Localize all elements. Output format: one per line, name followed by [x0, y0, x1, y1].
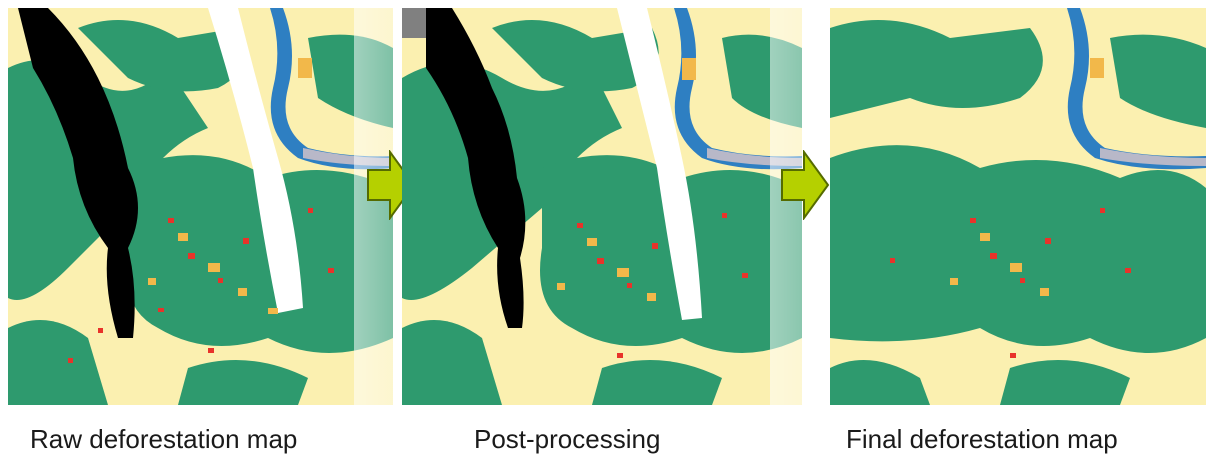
right-arrow-icon	[780, 148, 830, 222]
raw-deforestation-map	[8, 8, 393, 405]
post-processing-panel	[402, 8, 802, 405]
transition-strip	[770, 8, 830, 405]
final-map-label: Final deforestation map	[846, 424, 1118, 454]
post-processing-label: Post-processing	[474, 424, 661, 454]
final-deforestation-map	[830, 8, 1206, 405]
raw-map-panel	[8, 8, 393, 405]
post-processing-map	[402, 8, 802, 405]
final-map-panel	[830, 8, 1206, 405]
raw-map-label: Raw deforestation map	[30, 424, 298, 454]
